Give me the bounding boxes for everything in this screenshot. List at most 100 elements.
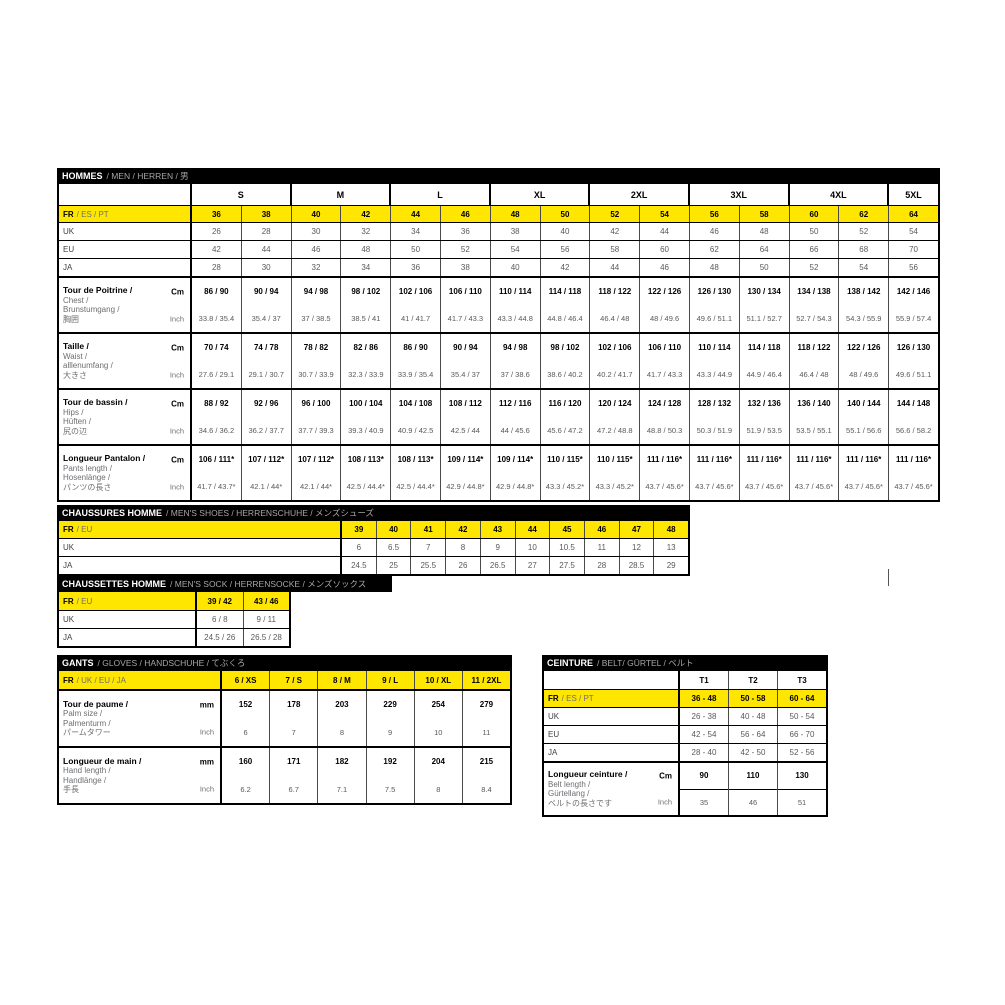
measure-translation: 手長 bbox=[63, 785, 79, 794]
men-size-table: HOMMES / MEN / HERREN / 男 S M L XL 2XL 3XL 4XL… bbox=[57, 168, 940, 502]
measure-value-cell: 122 / 126 48 / 49.6 bbox=[639, 278, 689, 332]
size-group-header: 4XL bbox=[787, 184, 888, 205]
row-label-cell: EU bbox=[59, 241, 192, 258]
measure-bottom-value: 41.7 / 43.3 bbox=[646, 370, 683, 379]
region-size-cell: 40 - 48 bbox=[728, 708, 777, 725]
region-size-cell: 6 / XS bbox=[234, 675, 257, 685]
measure-value-cell: 132 / 136 51.9 / 53.5 bbox=[738, 390, 789, 444]
table-row: UK 26 - 38 40 - 48 50 - 54 bbox=[544, 707, 826, 725]
size-group-header: S bbox=[237, 189, 244, 200]
stray-scan-mark bbox=[888, 569, 889, 586]
region-size-cell: 11 / 2XL bbox=[461, 671, 510, 689]
belt-size-header: T1 bbox=[699, 675, 709, 685]
measure-bottom-value: 43.3 / 45.2* bbox=[545, 482, 585, 491]
unit-top-label: Cm bbox=[171, 343, 184, 352]
measure-top-value: 92 / 96 bbox=[253, 399, 279, 408]
measure-top-value: 112 / 116 bbox=[498, 399, 532, 408]
measure-value-cell: 108 / 113* 42.5 / 44.4* bbox=[390, 446, 440, 500]
table-row: JA 28 - 40 42 - 50 52 - 56 bbox=[544, 743, 826, 761]
row-label-primary: UK bbox=[63, 543, 75, 552]
measure-bottom-value: 40.2 / 41.7 bbox=[597, 370, 633, 379]
socks-table-title-bar: CHAUSSETTES HOMME / MEN'S SOCK / HERRENS… bbox=[57, 576, 392, 592]
measure-value-cell: 70 / 74 27.6 / 29.1 bbox=[192, 334, 241, 388]
measure-value-cell: 254 10 bbox=[413, 691, 462, 746]
table-row: UK 26 28 30 32 34 36 38 40 42 44 46 48 50 52 54 bbox=[59, 222, 938, 240]
measure-translation: Gürtellang / bbox=[548, 789, 590, 798]
measure-translation: Brunstumgang / bbox=[63, 305, 120, 314]
table-row: Tour de paume / Palm size / Palmenturm / パー… bbox=[59, 689, 510, 746]
measure-value-cell: 92 / 96 36.2 / 37.7 bbox=[240, 390, 291, 444]
region-size-cell: 10 / XL bbox=[413, 671, 462, 689]
row-label-cell: UK bbox=[544, 708, 680, 725]
measure-bottom-value: 43.3 / 44.8 bbox=[497, 314, 533, 323]
measure-top-value: 132 / 136 bbox=[747, 399, 781, 408]
measure-bottom-value: 53.5 / 55.1 bbox=[796, 426, 832, 435]
measure-translation: Chest / bbox=[63, 295, 89, 305]
measure-bottom-value: 33.9 / 35.4 bbox=[397, 370, 434, 379]
region-size-cell: 54 bbox=[888, 223, 938, 240]
row-label-cell: FR / EU bbox=[59, 592, 197, 610]
measure-translation: Palm size / bbox=[63, 709, 103, 718]
region-size-cell: 32 bbox=[290, 259, 341, 276]
unit-bottom-label: Inch bbox=[169, 426, 184, 435]
row-label-primary: FR bbox=[548, 694, 559, 703]
measure-value-cell: 160 6.2 bbox=[222, 748, 269, 803]
measure-value-cell: 142 / 146 55.9 / 57.4 bbox=[888, 278, 938, 332]
measure-top-value: 124 / 128 bbox=[647, 399, 682, 408]
measure-translation: Pants length / bbox=[63, 463, 112, 473]
measure-value-cell: 98 / 102 38.5 / 41 bbox=[340, 278, 390, 332]
measure-value-cell: 90 35 bbox=[680, 763, 728, 815]
measure-bottom-value: 41.7 / 43.3 bbox=[447, 314, 484, 323]
row-label-cell: JA bbox=[544, 744, 680, 761]
region-size-cell: 48 bbox=[688, 259, 739, 276]
measure-label-lines: Taille / Waist / alllenumfang / 大きさ bbox=[63, 341, 113, 380]
measure-value-cell: 102 / 106 40.2 / 41.7 bbox=[589, 334, 639, 388]
region-size-cell: 44 bbox=[589, 259, 639, 276]
measure-top-value: 111 / 116* bbox=[746, 455, 782, 464]
measure-top-value: 94 / 98 bbox=[303, 287, 329, 296]
region-size-cell: 43 bbox=[479, 521, 515, 538]
region-size-cell: 54 bbox=[838, 259, 888, 276]
measure-bottom-value: 56.6 / 58.2 bbox=[895, 426, 932, 435]
table-row: S M L XL 2XL 3XL 4XL 5XL bbox=[59, 184, 938, 205]
measure-top-value: 108 / 113* bbox=[347, 455, 384, 464]
measure-translation: Hips / bbox=[63, 407, 84, 417]
region-size-cell: 50 bbox=[738, 259, 789, 276]
measure-translation: 尻の辺 bbox=[63, 426, 87, 436]
region-size-cell: 42 bbox=[211, 245, 221, 254]
region-size-cell: 58 bbox=[738, 206, 789, 222]
region-size-cell: 7 / S bbox=[269, 671, 317, 689]
region-size-cell: 50 bbox=[788, 223, 839, 240]
region-size-cell: 70 bbox=[888, 241, 938, 258]
measure-bottom-value: 29.1 / 30.7 bbox=[248, 370, 284, 379]
row-label-cell bbox=[59, 184, 192, 205]
measure-value-cell: 215 8.4 bbox=[461, 748, 510, 803]
region-size-cell: 39 / 42 bbox=[207, 596, 232, 606]
unit-top-label: Cm bbox=[171, 455, 184, 464]
measure-bottom-value: 8.4 bbox=[481, 784, 492, 794]
measure-value-cell: 104 / 108 40.9 / 42.5 bbox=[390, 390, 440, 444]
measure-bottom-value: 48 / 49.6 bbox=[849, 370, 879, 379]
region-size-cell: 38 bbox=[489, 223, 540, 240]
region-size-cell: 28 - 40 bbox=[691, 748, 717, 757]
row-label-cell: FR / EU bbox=[59, 521, 342, 538]
measure-bottom-value: 7.5 bbox=[384, 784, 396, 794]
measure-value-cell: 111 / 116* 43.7 / 45.6* bbox=[838, 446, 888, 500]
measure-bottom-value: 11 bbox=[482, 727, 491, 737]
unit-top-label: Cm bbox=[171, 287, 184, 296]
measure-value-cell: 229 9 bbox=[365, 691, 414, 746]
region-size-cell: 42 - 50 bbox=[728, 744, 777, 761]
region-size-cell: 62 bbox=[838, 206, 888, 222]
measure-bottom-value: 35.4 / 37 bbox=[251, 314, 281, 323]
row-label-cell: UK bbox=[59, 611, 197, 628]
measure-top-value: 106 / 110 bbox=[648, 343, 682, 352]
region-size-cell: 42 bbox=[539, 259, 590, 276]
region-size-cell: 24.5 bbox=[351, 561, 367, 570]
measure-bottom-value: 6.7 bbox=[288, 784, 299, 794]
region-size-cell: 26.5 bbox=[479, 557, 515, 574]
measure-value-cell: 122 / 126 48 / 49.6 bbox=[838, 334, 888, 388]
measure-value-cell: 112 / 116 44 / 45.6 bbox=[489, 390, 540, 444]
measure-top-value: 128 / 132 bbox=[697, 399, 732, 408]
row-label-cell: FR / UK / EU / JA bbox=[59, 671, 222, 689]
region-size-cell: 48 bbox=[489, 206, 540, 222]
